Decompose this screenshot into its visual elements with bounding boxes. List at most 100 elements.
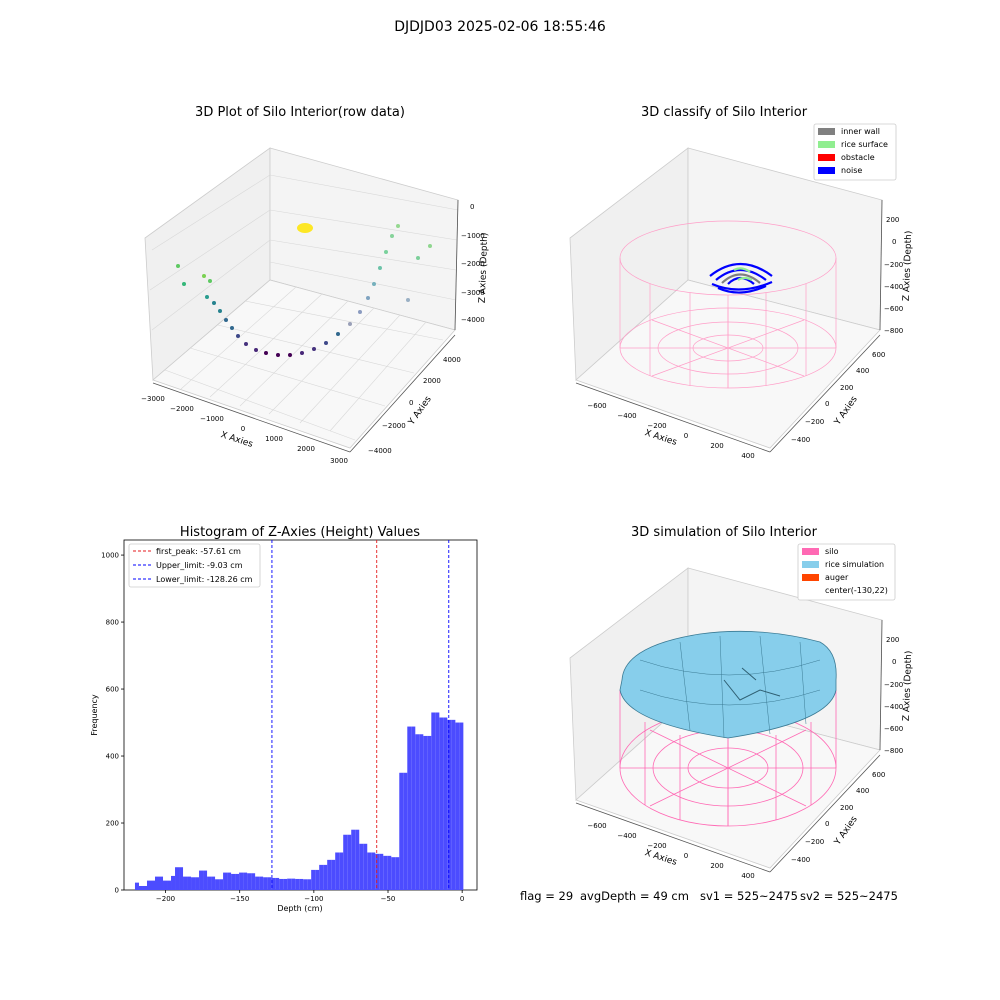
- classify-ztick: −600: [884, 305, 903, 313]
- histogram-bar: [379, 853, 384, 890]
- raw-point: [300, 351, 304, 355]
- raw-point: [416, 256, 420, 260]
- histogram-bar: [427, 735, 432, 890]
- histogram-bar: [335, 852, 340, 890]
- legend-label-rice-simulation: rice simulation: [825, 560, 884, 569]
- histogram-bar: [187, 876, 192, 890]
- histogram-bar: [431, 712, 436, 890]
- simulation-ztick: 200: [886, 636, 899, 644]
- simulation-ytick: 200: [840, 804, 853, 812]
- classify-xtick: −200: [647, 422, 666, 430]
- raw-point: [378, 266, 382, 270]
- histogram-bar: [383, 855, 388, 890]
- histogram-xtick-label: −50: [381, 895, 396, 903]
- legend-label-upper-limit: Upper_limit: -9.03 cm: [156, 561, 243, 570]
- histogram-bar: [255, 876, 260, 890]
- histogram-bar: [142, 885, 147, 890]
- classify-xtick: −600: [587, 402, 606, 410]
- histogram-bar: [219, 879, 224, 890]
- histogram-bar: [311, 869, 316, 890]
- histogram-bar: [283, 878, 288, 890]
- raw-point: [212, 301, 216, 305]
- histogram-bar: [146, 880, 151, 890]
- histogram-bar: [303, 879, 308, 890]
- histogram-y-ticks: 0 200 400 600 800 1000: [101, 552, 124, 895]
- histogram-bar: [235, 873, 240, 890]
- histogram-bar: [167, 880, 172, 890]
- histogram-bar: [455, 722, 460, 890]
- histogram-bar: [451, 719, 456, 890]
- classify-ztick: 200: [886, 216, 899, 224]
- histogram-bar: [183, 876, 188, 890]
- raw-3d-ztick: −4000: [461, 316, 485, 324]
- simulation-ztick: −800: [884, 747, 903, 755]
- raw-3d-ytick: −4000: [368, 447, 392, 455]
- histogram-bars: [134, 712, 464, 890]
- figure-suptitle: DJDJD03 2025-02-06 18:55:46: [394, 19, 606, 35]
- simulation-xtick: −200: [647, 842, 666, 850]
- legend-label-lower-limit: Lower_limit: -128.26 cm: [156, 575, 253, 584]
- classify-3d-panel: 3D classify of Silo Interior: [569, 105, 914, 460]
- histogram-bar: [263, 877, 268, 890]
- raw-3d-xtick: −1000: [200, 415, 224, 423]
- raw-3d-ytick: −2000: [382, 422, 406, 430]
- raw-point: [208, 279, 212, 283]
- simulation-3d-panel: 3D simulation of Silo Interior −6: [520, 525, 914, 903]
- classify-ytick: 200: [840, 384, 853, 392]
- histogram-xtick-label: −150: [230, 895, 249, 903]
- histogram-bar: [243, 872, 248, 890]
- histogram-bar: [347, 834, 352, 890]
- histogram-bar: [195, 877, 200, 890]
- histogram-bar: [211, 876, 216, 890]
- footer-sv2: sv2 = 525~2475: [800, 889, 898, 903]
- histogram-panel: Histogram of Z-Axies (Height) Values −20…: [90, 525, 478, 913]
- legend-swatch-noise: [818, 167, 835, 174]
- raw-point: [366, 296, 370, 300]
- legend-label-inner-wall: inner wall: [841, 127, 880, 136]
- raw-3d-ytick: 2000: [423, 377, 441, 385]
- histogram-bar: [175, 867, 180, 890]
- raw-3d-panel: 3D Plot of Silo Interior(row data) −3000…: [141, 105, 490, 465]
- raw-point: [224, 318, 228, 322]
- simulation-ztick: −200: [884, 681, 903, 689]
- histogram-bar: [279, 878, 284, 890]
- histogram-bar: [447, 719, 452, 890]
- raw-3d-ztick: −1000: [461, 232, 485, 240]
- histogram-bar: [443, 717, 448, 890]
- classify-ytick: 600: [872, 351, 885, 359]
- classify-xlabel: X Axies: [643, 428, 678, 448]
- legend-label-rice-surface: rice surface: [841, 140, 888, 149]
- classify-points: [709, 263, 773, 294]
- raw-3d-ztick: −2000: [461, 260, 485, 268]
- simulation-ztick: −600: [884, 725, 903, 733]
- histogram-bar: [359, 843, 364, 890]
- classify-ytick: 0: [825, 400, 829, 408]
- raw-point: [348, 322, 352, 326]
- histogram-bar: [391, 857, 396, 890]
- histogram-xtick-label: 0: [460, 895, 464, 903]
- histogram-bar: [291, 878, 296, 890]
- classify-ytick: 400: [856, 367, 869, 375]
- raw-point: [406, 298, 410, 302]
- simulation-ytick: −200: [805, 838, 824, 846]
- raw-3d-xlabel: X Axies: [219, 430, 254, 450]
- legend-label-center: center(-130,22): [825, 586, 888, 595]
- histogram-ytick-label: 800: [106, 619, 119, 627]
- histogram-bar: [163, 880, 168, 890]
- raw-3d-ytick: 0: [409, 399, 413, 407]
- classify-xtick: 0: [684, 432, 688, 440]
- histogram-ytick-label: 0: [115, 887, 119, 895]
- classify-silo-wireframe: [619, 220, 837, 389]
- simulation-ztick: −400: [884, 703, 903, 711]
- simulation-xtick: 200: [710, 862, 723, 870]
- simulation-ytick: 400: [856, 787, 869, 795]
- raw-point: [244, 342, 248, 346]
- histogram-bar: [351, 829, 356, 890]
- histogram-ytick-label: 200: [106, 820, 119, 828]
- histogram-bar: [227, 872, 232, 890]
- simulation-ytick: −400: [791, 856, 810, 864]
- histogram-bar: [199, 870, 204, 890]
- histogram-bar: [207, 876, 212, 890]
- classify-ztick: −400: [884, 283, 903, 291]
- classify-z-axis: 200 0 −200 −400 −600 −800 Z Axies (Depth…: [879, 199, 914, 335]
